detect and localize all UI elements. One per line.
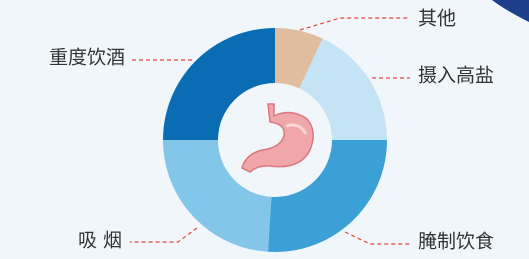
category-label: 其他 xyxy=(418,8,456,30)
category-label: 腌制饮食 xyxy=(418,231,494,253)
category-label: 吸 烟 xyxy=(78,230,122,252)
category-label: 摄入高盐 xyxy=(418,65,494,87)
chart: 其他摄入高盐腌制饮食 吸 烟 重度饮酒 xyxy=(0,0,529,259)
category-label: 重度饮酒 xyxy=(49,47,125,69)
